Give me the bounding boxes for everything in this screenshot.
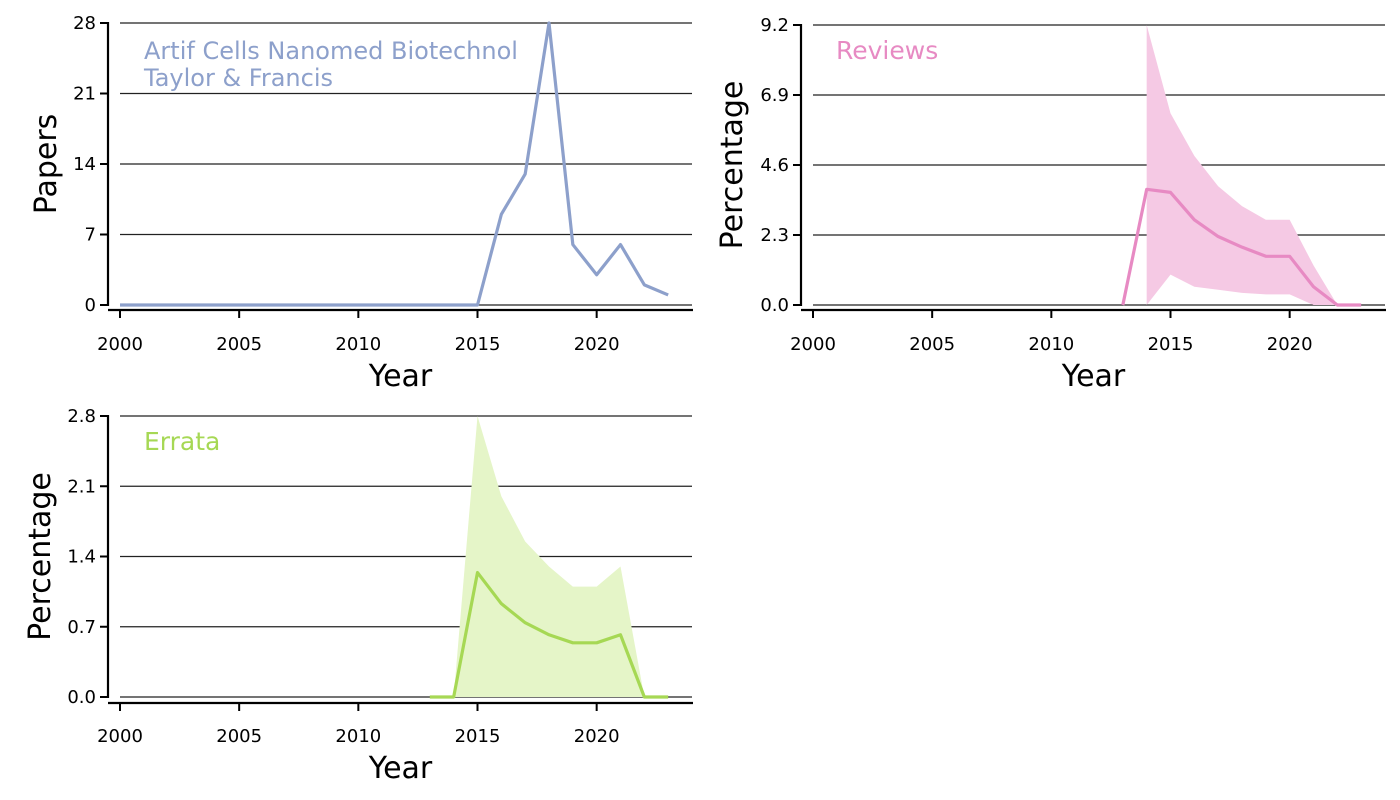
y-tick-label: 1.4 [67,547,96,568]
series-line-papers [120,21,669,307]
chart-panel-3: 0.0 0.7 1.4 2.1 2.8 2000 2005 2010 2015 2020 Year P… [23,406,693,786]
chart-panel-2: 0.0 2.3 4.6 6.9 9.2 2000 2005 2010 2015 2020 Year P… [715,15,1386,394]
chart-panel-1: 0 7 14 21 28 2000 2005 2010 2015 2020 Year Papers Ar… [29,13,693,394]
x-axis-label: Year [368,359,433,394]
y-tick-label: 28 [73,13,96,34]
x-tick-label: 2010 [335,334,381,355]
y-tick-label: 2.8 [67,406,96,427]
x-tick-label: 2000 [97,726,143,747]
chart-annotation: Reviews [836,36,938,65]
y-tick-label: 0.0 [760,295,789,316]
x-tick-label: 2015 [1148,334,1194,355]
chart-annotation: Errata [144,427,220,456]
x-tick-label: 2000 [790,334,836,355]
y-axis-label: Papers [29,114,64,215]
x-tick-label: 2010 [1028,334,1074,355]
x-tick-label: 2010 [335,726,381,747]
chart-annotation: Taylor & Francis [143,64,333,92]
y-tick-label: 6.9 [760,85,789,106]
x-tick-label: 2015 [455,726,501,747]
y-tick-label: 7 [85,225,96,246]
series-line-reviews [1121,187,1362,307]
y-tick-label: 14 [73,154,96,175]
x-tick-label: 2020 [1267,334,1313,355]
x-tick-label: 2005 [909,334,955,355]
y-tick-label: 0.0 [67,687,96,708]
x-tick-label: 2015 [455,334,501,355]
y-tick-label: 4.6 [760,155,789,176]
y-tick-label: 0.7 [67,617,96,638]
x-tick-label: 2000 [97,334,143,355]
y-tick-label: 21 [73,84,96,105]
y-tick-label: 2.3 [760,225,789,246]
x-axis-label: Year [1061,359,1126,394]
chart-annotation: Artif Cells Nanomed Biotechnol [144,37,518,65]
x-tick-label: 2005 [216,726,262,747]
x-axis-label: Year [368,751,433,786]
series-line-errata [429,570,669,699]
confidence-band [1146,25,1338,305]
y-tick-label: 0 [85,295,96,316]
y-axis-label: Percentage [23,472,58,641]
x-tick-label: 2020 [574,334,620,355]
y-tick-label: 2.1 [67,476,96,497]
confidence-band [453,416,645,697]
x-tick-label: 2020 [574,726,620,747]
y-axis-label: Percentage [715,81,750,250]
x-tick-label: 2005 [216,334,262,355]
y-tick-label: 9.2 [760,15,789,36]
